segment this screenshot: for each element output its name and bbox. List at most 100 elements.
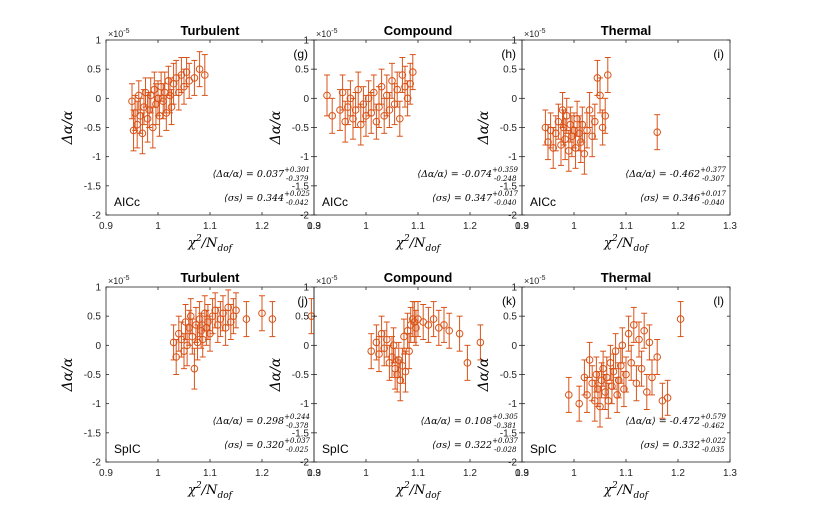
chart-title: Compound (384, 270, 453, 285)
data-point-25 (396, 100, 404, 137)
chart-title: Turbulent (181, 23, 241, 38)
data-marker (676, 315, 685, 323)
data-marker (268, 315, 277, 323)
chart-title: Thermal (601, 270, 652, 285)
y-tick-label: 0.5 (295, 65, 309, 76)
data-marker (143, 114, 152, 123)
axis-exponent-base: ×10 (524, 276, 539, 286)
sigma-upper: +0.037 (284, 437, 310, 445)
mean-symbol: ⟨Δα/α⟩ (625, 416, 655, 427)
panel-label: (j) (297, 294, 308, 308)
data-marker (583, 391, 591, 399)
data-point-20 (580, 132, 589, 175)
data-point-24 (622, 356, 630, 393)
y-axis-label: Δα/α (476, 110, 492, 145)
data-marker (601, 112, 610, 120)
sigma-value: 0.346 (673, 193, 700, 204)
data-point-21 (164, 65, 173, 96)
x-label-sub: dof (217, 491, 233, 501)
data-point-1 (372, 324, 381, 361)
y-tick-label: -0.5 (292, 123, 310, 134)
sigma-lower: -0.028 (494, 446, 517, 454)
y-tick-label: 0 (95, 341, 101, 352)
data-marker (585, 106, 594, 114)
data-point-11 (359, 86, 368, 123)
data-point-26 (398, 57, 407, 93)
data-marker (396, 114, 404, 123)
data-point-31 (640, 312, 649, 349)
x-tick-label: 1.1 (619, 221, 633, 232)
data-point-27 (440, 306, 448, 343)
chart-panel-0: 0.9 1 1.1 1.2 1.3 1 0.5 0 -0.5 -1 -1.5 -2 ×10-5 Turbu… (60, 23, 321, 254)
sigma-annotation: ⟨σs⟩ = 0.322+0.037 -0.028 (432, 437, 518, 454)
data-point-29 (604, 57, 612, 93)
y-tick-label: -0.5 (500, 370, 518, 381)
data-marker (476, 338, 485, 347)
data-point-24 (169, 62, 178, 105)
data-marker (622, 370, 630, 379)
data-point-8 (186, 298, 195, 335)
y-tick-label: 0 (303, 94, 309, 105)
data-marker (455, 329, 464, 338)
panel-label: (g) (293, 47, 308, 61)
data-point-22 (618, 327, 627, 364)
data-point-24 (591, 103, 599, 140)
data-point-4 (380, 330, 389, 367)
data-marker (190, 74, 199, 82)
data-point-6 (138, 112, 147, 155)
mean-equals: = (656, 169, 670, 180)
x-tick-label: 1.3 (307, 221, 321, 232)
x-label-main: χ (603, 236, 613, 251)
chart-panel-1: 0.9 1 1.1 1.2 1.3 1 0.5 0 -0.5 -1 -1.5 -2 ×10-5 Compo… (268, 23, 529, 254)
mean-upper: +0.244 (284, 413, 310, 421)
panel-label: (h) (501, 47, 516, 61)
y-tick-label: 1 (303, 36, 309, 47)
mean-equals: = (243, 416, 257, 427)
x-label-sub: dof (633, 491, 649, 501)
x-tick-label: 1.2 (255, 468, 269, 479)
x-label-sub: dof (425, 244, 441, 254)
data-point-22 (585, 92, 594, 128)
x-tick-label: 0.9 (515, 468, 529, 479)
data-marker (653, 353, 662, 361)
data-marker (258, 309, 266, 318)
data-marker (204, 318, 212, 326)
data-point-5 (344, 89, 352, 126)
data-marker (627, 359, 636, 367)
mean-upper: +0.377 (700, 166, 726, 174)
x-tick-label: 1.2 (463, 221, 477, 232)
data-marker (565, 391, 573, 399)
x-tick-label: 1 (363, 221, 369, 232)
data-marker (328, 112, 337, 120)
data-marker (370, 88, 378, 97)
y-tick-label: -1.5 (500, 428, 518, 439)
data-marker (383, 335, 391, 344)
axis-exponent-power: -5 (123, 28, 129, 35)
axis-exponent: ×10-5 (108, 275, 130, 286)
sigma-equals: = (451, 193, 465, 204)
y-tick-label: -1.5 (84, 428, 102, 439)
data-marker (405, 347, 413, 355)
y-tick-label: -2 (508, 211, 517, 222)
sigma-lower: -0.025 (286, 446, 309, 454)
x-tick-label: 0.9 (99, 468, 113, 479)
y-axis-label: Δα/α (60, 110, 76, 145)
x-tick-label: 1.2 (671, 221, 685, 232)
chart-panel-2: 0.9 1 1.1 1.2 1.3 1 0.5 0 -0.5 -1 -1.5 -2 ×10-5 Therm… (476, 23, 737, 254)
x-tick-label: 1.1 (411, 468, 425, 479)
mean-lower: -0.379 (286, 175, 309, 183)
x-tick-label: 1.2 (671, 468, 685, 479)
x-label-sup: 2 (403, 234, 410, 244)
y-tick-label: -0.5 (84, 123, 102, 134)
data-point-24 (424, 306, 433, 343)
sigma-upper: +0.025 (284, 190, 310, 198)
x-label-sub: dof (217, 244, 233, 254)
y-tick-label: -1 (92, 152, 101, 163)
data-point-19 (578, 106, 587, 143)
data-point-33 (201, 54, 209, 96)
mean-symbol: ⟨Δα/α⟩ (625, 169, 655, 180)
x-tick-label: 0.9 (307, 221, 321, 232)
data-point-30 (637, 350, 646, 387)
data-marker (663, 394, 672, 402)
